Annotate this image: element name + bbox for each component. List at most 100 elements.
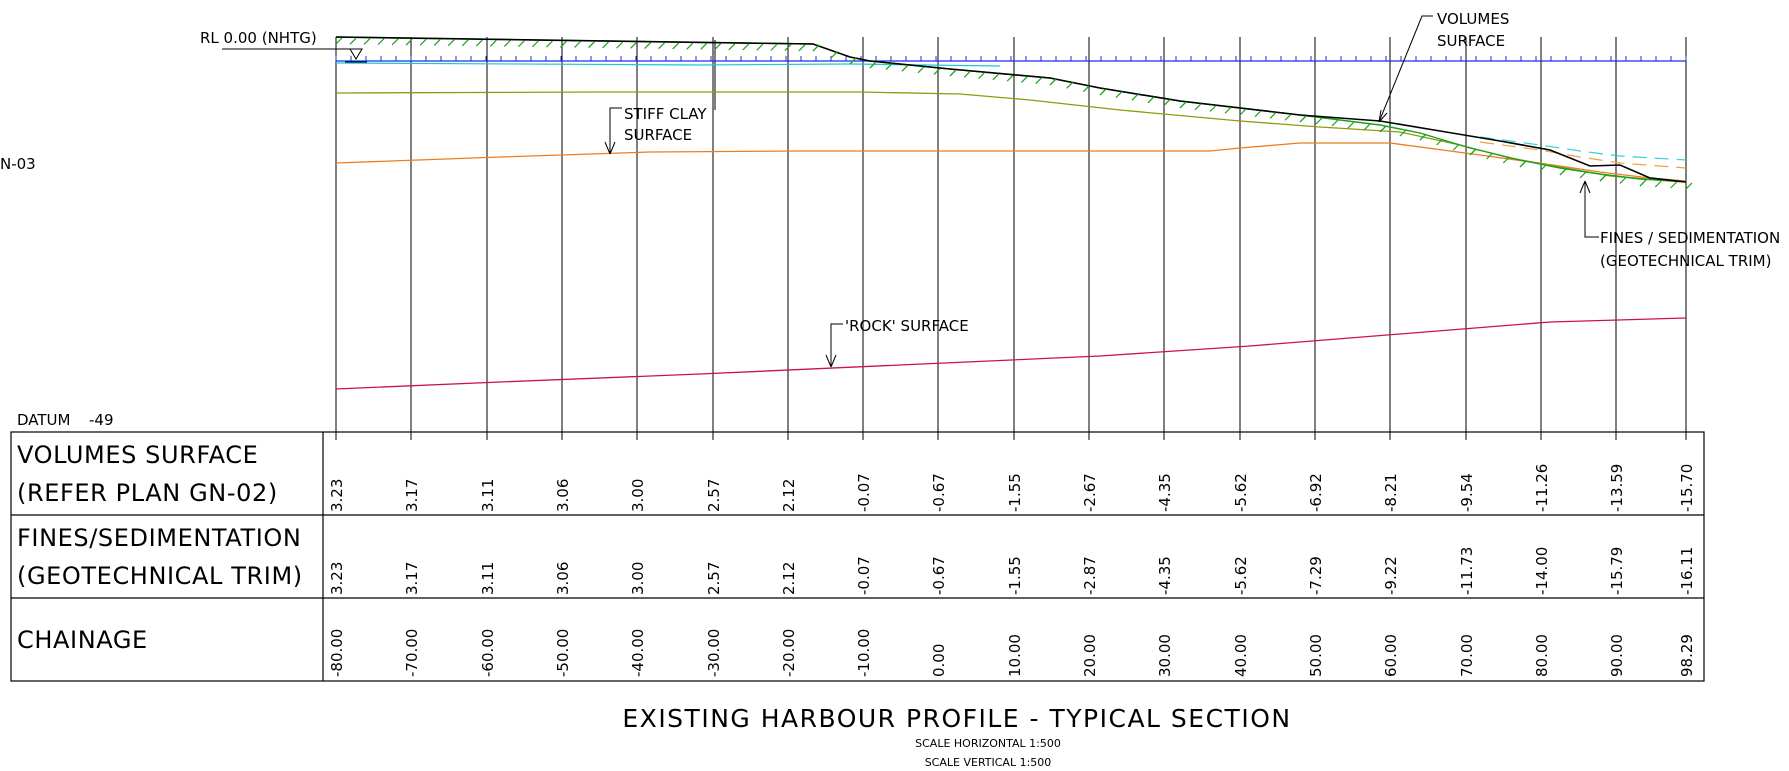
table-cell-value: 0.00 <box>930 644 948 677</box>
table-cell-value: -10.00 <box>855 629 873 677</box>
hatch-mark <box>700 42 708 50</box>
hatch-mark <box>798 44 806 52</box>
table-cell-value: 90.00 <box>1608 634 1626 677</box>
hatch-mark <box>335 37 343 45</box>
hatch-mark <box>1209 105 1217 112</box>
surface-hatch-marks <box>335 37 1693 190</box>
hatch-mark <box>1147 96 1155 104</box>
profile-surfaces <box>335 36 1687 390</box>
hatch-mark <box>1519 160 1527 168</box>
hatch-mark <box>1670 181 1678 189</box>
margin-fragment-label: N-03 <box>0 155 36 173</box>
volumes-surface-line <box>335 36 1687 183</box>
hatch-mark <box>1347 121 1355 129</box>
table-cell-value: 2.57 <box>705 479 723 512</box>
callout-stiff-clay-line2: SURFACE <box>624 126 692 144</box>
hatch-mark <box>1639 179 1647 187</box>
hatch-mark <box>1115 91 1123 99</box>
hatch-mark <box>1239 108 1247 116</box>
row-label-fines-1: FINES/SEDIMENTATION <box>17 524 301 552</box>
table-cell-value: -1.55 <box>1006 556 1024 595</box>
table-cell-value: 3.06 <box>554 479 572 512</box>
hatch-mark <box>546 40 553 48</box>
hatch-mark <box>475 39 483 47</box>
hatch-mark <box>405 38 413 46</box>
rl-label: RL 0.00 (NHTG) <box>200 29 317 47</box>
callout-fines-line1: FINES / SEDIMENTATION <box>1600 229 1780 247</box>
row-label-volumes-2: (REFER PLAN GN-02) <box>17 479 278 507</box>
hatch-mark <box>933 67 941 75</box>
hatch-mark <box>1315 117 1323 125</box>
hatch-mark <box>728 43 736 51</box>
hatch-mark <box>461 39 469 47</box>
hatch-mark <box>1299 115 1307 123</box>
table-cell-value: -80.00 <box>328 629 346 677</box>
hatch-mark <box>560 40 567 48</box>
callout-volumes-line2: SURFACE <box>1437 32 1505 50</box>
callout-rock-label: 'ROCK' SURFACE <box>845 317 969 335</box>
callout-stiff-clay: STIFF CLAY SURFACE <box>604 105 707 155</box>
hatch-mark <box>1619 177 1627 184</box>
table-cell-value: 3.06 <box>554 562 572 595</box>
hatch-mark <box>1539 164 1547 172</box>
hatch-mark <box>503 40 511 47</box>
hatch-mark <box>1399 129 1407 137</box>
water-level-line <box>335 56 1687 67</box>
table-cell-value: 2.57 <box>705 562 723 595</box>
table-cell-value: 2.12 <box>780 562 798 595</box>
hatch-mark <box>1035 77 1043 85</box>
hatch-mark <box>1082 85 1090 93</box>
table-cell-value: -16.11 <box>1678 547 1696 595</box>
table-cell-value: -70.00 <box>403 629 421 677</box>
hatch-mark <box>1331 119 1339 127</box>
hatch-mark <box>419 38 427 46</box>
hatch-mark <box>1131 93 1139 101</box>
table-cell-value: -50.00 <box>554 629 572 677</box>
hatch-mark <box>1099 88 1107 96</box>
hatch-mark <box>992 73 1000 81</box>
callout-fines-line2: (GEOTECHNICAL TRIM) <box>1600 252 1771 270</box>
hatch-mark <box>1654 180 1662 188</box>
table-cell-value: -60.00 <box>479 629 497 677</box>
rl-marker: RL 0.00 (NHTG) <box>200 29 367 63</box>
row-label-volumes-1: VOLUMES SURFACE <box>17 441 258 469</box>
hatch-mark <box>1379 125 1387 133</box>
hatch-mark <box>1021 76 1028 83</box>
hatch-mark <box>869 61 877 69</box>
hatch-mark <box>963 70 971 78</box>
hatch-mark <box>672 42 680 50</box>
hatch-mark <box>1502 156 1510 164</box>
hatch-mark <box>1269 112 1277 119</box>
table-cell-value: 98.29 <box>1678 634 1696 677</box>
hatch-mark <box>849 57 857 65</box>
table-cell-value: -5.62 <box>1232 473 1250 512</box>
table-cell-value: -0.67 <box>930 473 948 512</box>
table-cell-value: 3.00 <box>629 562 647 595</box>
callout-volumes-line1: VOLUMES <box>1437 10 1509 28</box>
hatch-mark <box>391 38 399 46</box>
table-cell-value: 70.00 <box>1458 634 1476 677</box>
table-cell-value: -2.67 <box>1081 473 1099 512</box>
table-cell-value: 80.00 <box>1533 634 1551 677</box>
table-cell-value: -4.35 <box>1156 556 1174 595</box>
table-cell-value: 10.00 <box>1006 634 1024 677</box>
hatch-mark <box>447 39 455 47</box>
row-label-chainage: CHAINAGE <box>17 626 148 654</box>
water-cyan-line <box>335 62 1001 67</box>
table-cell-value: -30.00 <box>705 629 723 677</box>
callout-rock: 'ROCK' SURFACE <box>825 317 969 368</box>
hatch-mark <box>1224 106 1232 114</box>
hatch-mark <box>1006 74 1014 82</box>
table-cell-value: -11.26 <box>1533 464 1551 512</box>
hatch-mark <box>756 43 764 51</box>
table-cell-value: -5.62 <box>1232 556 1250 595</box>
hatch-mark <box>1452 143 1460 151</box>
table-cell-value: 60.00 <box>1382 634 1400 677</box>
hatch-mark <box>349 37 357 45</box>
table-cell-value: -7.29 <box>1307 556 1325 595</box>
hatch-mark <box>1436 138 1444 146</box>
hatch-mark <box>1685 182 1693 190</box>
hatch-mark <box>1163 98 1171 106</box>
table-cell-value: -1.55 <box>1006 473 1024 512</box>
callout-volumes-surface: VOLUMES SURFACE <box>1378 10 1509 123</box>
